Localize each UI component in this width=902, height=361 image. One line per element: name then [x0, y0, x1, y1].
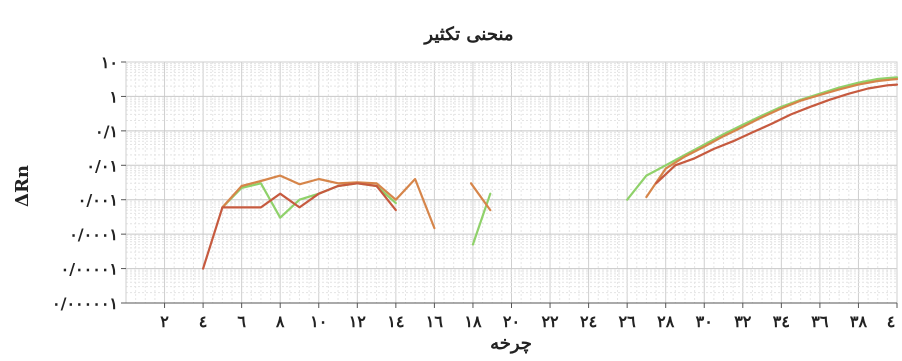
y-tick-label: ١٠: [101, 53, 118, 72]
x-tick-label: ٤: [199, 312, 208, 331]
x-tick-label: ١٨: [464, 312, 482, 331]
axes-layer: ۲ ٤ ٦ ٨ ١٠ ١٢ ١٤ ١٦ ١٨ ٢٠ ٢٢ ٢٤ ٢٦ ٢٨ ٣٠ ٣٢ ٣٤ ٣٦ ٣٨ ٤ ١٠ ١ ٠/…: [52, 53, 898, 331]
x-tick-label: ٣٠: [696, 312, 713, 331]
series-3-line-segment-1: [202, 182, 397, 270]
x-tick-label: ١٢: [349, 312, 367, 331]
x-tick-label: ٣٦: [811, 312, 829, 331]
series-layer: [202, 76, 899, 270]
x-tick-label: ١٠: [310, 312, 327, 331]
x-tick-label: ٢٢: [541, 312, 559, 331]
x-axis-title: چرخه: [490, 333, 532, 354]
series-2-line-segment-3: [645, 77, 899, 199]
series-3-line-segment-2: [654, 83, 899, 185]
grid-layer: [125, 62, 898, 304]
x-tick-label: ٢٤: [580, 312, 597, 331]
x-tick-label: ٤: [887, 312, 896, 331]
y-tick-label: ٠/١: [95, 122, 118, 141]
series-2-line-segment-2: [469, 182, 492, 212]
x-tick-label: ٢٦: [619, 312, 637, 331]
y-tick-label: ١: [109, 87, 118, 106]
series-1-line-segment-3: [626, 76, 899, 201]
y-tick-label: ٠/٠٠١: [78, 191, 118, 210]
x-tick-label: ۲: [160, 312, 169, 331]
x-tick-label: ١٤: [387, 312, 404, 331]
x-tick-label: ٣٨: [850, 312, 868, 331]
y-tick-label: ٠/٠٠٠٠٠١: [52, 294, 118, 313]
x-tick-label: ٣٢: [734, 312, 752, 331]
x-tick-label: ٦: [237, 312, 246, 331]
y-tick-label: ٠/٠٠٠٠١: [61, 260, 118, 279]
series-2-line-segment-1: [221, 174, 436, 230]
series-1-line-segment-2: [471, 192, 492, 246]
x-tick-label: ١٦: [426, 312, 444, 331]
x-tick-label: ٨: [275, 312, 285, 331]
x-tick-label: ٣٤: [773, 312, 790, 331]
x-tick-label: ٢٨: [657, 312, 675, 331]
y-axis-title: ΔRn: [12, 165, 33, 207]
y-tick-label: ٠/٠٠٠١: [69, 225, 118, 244]
x-tick-label: ٢٠: [503, 312, 520, 331]
y-tick-label: ٠/٠١: [86, 156, 118, 175]
chart-title: منحنی تکثیر: [422, 24, 513, 45]
